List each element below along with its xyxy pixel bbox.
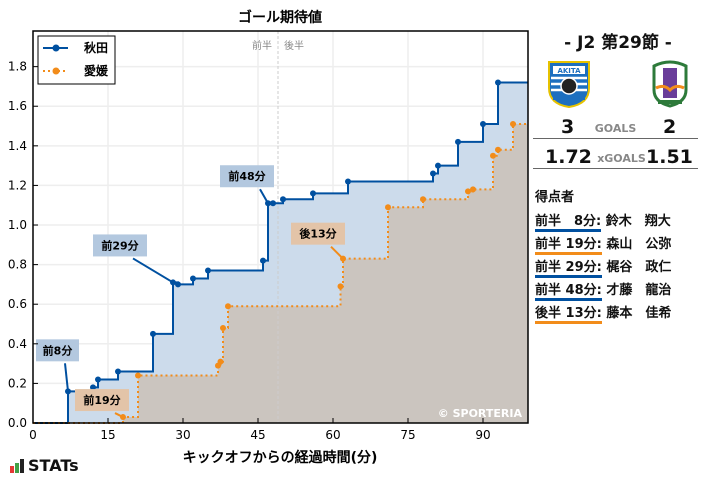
goals-row: 3 GOALS 2 xyxy=(533,116,698,139)
away-goals: 2 xyxy=(663,116,677,138)
annotation-box xyxy=(75,389,129,412)
annotation-label: 前29分 xyxy=(101,238,138,252)
x-tick-label: 60 xyxy=(325,428,340,442)
akita-logo-icon: AKITA xyxy=(548,61,590,108)
watermark: © SPORTERIA xyxy=(438,407,523,420)
y-tick-label: 0.2 xyxy=(8,376,27,390)
scorer-time: 前半 8分: xyxy=(535,210,602,232)
y-tick-label: 0.8 xyxy=(8,258,27,272)
scorer-item: 前半 8分: 鈴木 翔大 xyxy=(535,210,671,232)
svg-text:AKITA: AKITA xyxy=(557,67,581,75)
plot-frame xyxy=(32,30,529,424)
legend: 秋田 愛媛 xyxy=(37,35,116,85)
scorer-time: 前半 19分: xyxy=(535,233,602,255)
home-xg: 1.72 xyxy=(545,146,592,168)
first-half-label: 前半 xyxy=(252,39,272,52)
away-xg: 1.51 xyxy=(646,146,693,168)
y-tick-label: 0.0 xyxy=(8,416,27,430)
annotation-box xyxy=(291,222,345,245)
xgoals-label: xGOALS xyxy=(597,152,646,165)
scorer-item: 前半 48分: 才藤 龍治 xyxy=(535,279,671,301)
legend-label-away: 愛媛 xyxy=(84,63,109,78)
scorer-item: 前半 29分: 梶谷 政仁 xyxy=(535,256,671,278)
second-half-label: 後半 xyxy=(284,39,304,52)
annotation-label: 前8分 xyxy=(43,343,73,357)
scorer-name: 梶谷 政仁 xyxy=(601,260,672,275)
area-fills xyxy=(33,82,528,424)
y-tick-label: 1.2 xyxy=(8,178,27,192)
scorer-name: 森山 公弥 xyxy=(601,237,672,252)
annotation-label: 前48分 xyxy=(228,169,265,183)
scorer-name: 藤本 佳希 xyxy=(601,306,672,321)
x-tick-label: 75 xyxy=(400,428,415,442)
x-tick-label: 15 xyxy=(100,428,115,442)
x-tick-label: 90 xyxy=(475,428,490,442)
y-tick-label: 1.0 xyxy=(8,218,27,232)
halftime-line: 前半 後半 xyxy=(252,31,304,423)
stats-brand-name: STATs xyxy=(28,456,79,475)
annotation-label: 後13分 xyxy=(299,227,336,241)
x-tick-label: 0 xyxy=(29,428,37,442)
x-axis-label: キックオフからの経過時間(分) xyxy=(183,449,378,466)
xgoals-row: 1.72 xGOALS 1.51 xyxy=(533,146,698,169)
scorer-time: 前半 48分: xyxy=(535,279,602,301)
axis-ticks: 0 15 30 45 60 75 90 0.0 0.2 0.4 0.6 0.8 1.0 1.2 1.4 1.6… xyxy=(8,60,491,442)
annotation-label: 前19分 xyxy=(83,393,120,407)
scorer-name: 鈴木 翔大 xyxy=(601,214,671,229)
y-tick-label: 0.6 xyxy=(8,297,27,311)
annotation-box xyxy=(36,339,79,362)
round-title: - J2 第29節 - xyxy=(564,33,672,53)
stats-brand: STATs xyxy=(10,456,79,475)
annotation-box xyxy=(220,165,274,188)
scorer-time: 前半 29分: xyxy=(535,256,602,278)
ehime-logo-icon xyxy=(652,60,688,108)
legend-marker-away xyxy=(52,67,60,75)
x-tick-label: 30 xyxy=(175,428,190,442)
chart-title: ゴール期待値 xyxy=(238,9,322,26)
x-tick-label: 45 xyxy=(250,428,265,442)
stats-bars-icon xyxy=(10,458,24,473)
legend-label-home: 秋田 xyxy=(84,40,108,55)
scorer-time: 後半 13分: xyxy=(535,302,602,324)
scorers-title: 得点者 xyxy=(535,190,575,205)
y-tick-label: 1.8 xyxy=(8,60,27,74)
scorer-name: 才藤 龍治 xyxy=(601,283,672,298)
y-tick-label: 1.4 xyxy=(8,139,27,153)
y-tick-label: 1.6 xyxy=(8,99,27,113)
home-goals: 3 xyxy=(561,116,575,138)
goals-label: GOALS xyxy=(594,122,637,135)
scorer-item: 後半 13分: 藤本 佳希 xyxy=(535,302,671,324)
annotation-box xyxy=(93,234,147,257)
scorer-item: 前半 19分: 森山 公弥 xyxy=(535,233,671,255)
y-tick-label: 0.4 xyxy=(8,337,27,351)
legend-marker-home xyxy=(52,44,60,52)
